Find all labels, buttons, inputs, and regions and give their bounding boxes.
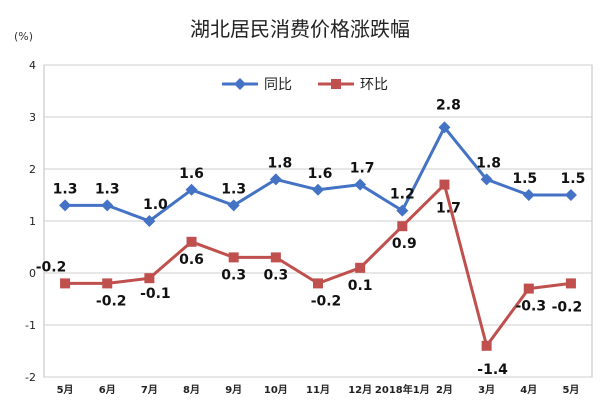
- data-label: 1.6: [308, 166, 333, 182]
- data-point: [101, 199, 114, 212]
- data-point: [438, 121, 451, 134]
- chart-title: 湖北居民消费价格涨跌幅: [190, 17, 410, 41]
- data-label: 1.8: [476, 155, 501, 171]
- x-tick-label: 12月: [348, 384, 372, 396]
- data-label: 0.3: [221, 267, 246, 283]
- data-point: [102, 278, 113, 289]
- data-label: 1.3: [95, 181, 120, 197]
- y-tick-label: 1: [29, 215, 36, 228]
- data-point: [355, 262, 366, 273]
- y-tick-label: 0: [29, 267, 36, 280]
- data-point: [228, 252, 239, 263]
- x-tick-label: 6月: [99, 384, 116, 396]
- legend-label: 环比: [360, 77, 388, 93]
- y-tick-label: -1: [25, 319, 36, 332]
- x-tick-label: 2月: [436, 384, 453, 396]
- data-point: [227, 199, 240, 212]
- x-tick-label: 5月: [562, 384, 579, 396]
- data-point: [185, 183, 198, 196]
- x-axis: 5月 6月 7月 8月 9月 10月 11月 12月 2018年1月 2月 3月 4月 5月: [57, 383, 580, 396]
- x-tick-label: 8月: [183, 384, 200, 396]
- data-point: [564, 189, 577, 201]
- data-point: [313, 278, 323, 289]
- legend-marker: [331, 79, 341, 89]
- data-point: [354, 178, 367, 191]
- data-point: [522, 189, 535, 201]
- data-point: [523, 283, 534, 294]
- x-tick-label: 10月: [264, 384, 288, 396]
- data-label: 0.1: [348, 278, 373, 294]
- data-label: 1.6: [179, 166, 204, 182]
- data-label: -0.3: [515, 299, 546, 315]
- data-point: [270, 252, 281, 263]
- y-tick-label: 3: [29, 111, 36, 124]
- data-label: 0.9: [392, 236, 417, 252]
- x-tick-label: 11月: [306, 384, 330, 396]
- y-unit-label: (%): [14, 30, 33, 43]
- x-tick-label: 5月: [57, 384, 74, 396]
- data-labels: 1.3 1.3 1.0 1.6 1.3 1.8 1.6 1.7 1.2 2.8 1.8 1.5 1.5 -…: [36, 97, 586, 377]
- data-label: 1.3: [221, 181, 246, 197]
- data-label: -0.1: [140, 286, 171, 302]
- data-point: [60, 278, 71, 289]
- legend: 同比 环比: [222, 77, 388, 93]
- y-tick-label: -2: [25, 371, 36, 384]
- legend-marker: [234, 78, 246, 90]
- x-tick-label: 4月: [520, 384, 537, 396]
- data-label: 1.8: [267, 155, 292, 171]
- data-label: 0.6: [179, 252, 204, 268]
- data-label: 0.3: [263, 267, 288, 283]
- data-label: 1.7: [350, 161, 375, 177]
- data-point: [565, 278, 576, 289]
- data-point: [481, 340, 492, 351]
- x-tick-label: 2018年1月: [375, 383, 430, 396]
- data-label: 1.2: [390, 187, 415, 203]
- series-layer: [59, 121, 577, 351]
- data-point: [439, 179, 450, 190]
- series-line-1: [65, 183, 572, 348]
- data-point: [397, 221, 408, 232]
- grid: [44, 64, 592, 378]
- data-point: [143, 215, 156, 227]
- y-tick-label: 2: [29, 163, 36, 176]
- data-label: -1.4: [477, 362, 508, 378]
- data-label: 1.0: [143, 197, 168, 213]
- data-point: [312, 183, 324, 196]
- legend-label: 同比: [264, 77, 292, 93]
- x-tick-label: 3月: [478, 384, 495, 396]
- data-point: [269, 173, 282, 186]
- x-tick-label: 7月: [141, 384, 158, 396]
- data-label: 1.5: [512, 171, 537, 187]
- y-tick-label: 4: [29, 59, 36, 72]
- data-label: -0.2: [96, 293, 127, 309]
- data-label: 2.8: [436, 97, 461, 113]
- data-point: [59, 199, 72, 212]
- data-point: [396, 204, 409, 217]
- data-label: 1.5: [561, 171, 586, 187]
- data-point: [186, 236, 197, 247]
- data-point: [144, 273, 155, 284]
- data-label: -0.2: [311, 293, 342, 309]
- data-label: 1.7: [436, 201, 461, 217]
- data-label: 1.3: [53, 181, 78, 197]
- data-label: -0.2: [36, 259, 67, 275]
- data-label: -0.2: [552, 299, 583, 315]
- y-axis: -2 -1 0 1 2 3 4: [25, 59, 36, 384]
- data-point: [480, 173, 493, 186]
- x-tick-label: 9月: [225, 384, 242, 396]
